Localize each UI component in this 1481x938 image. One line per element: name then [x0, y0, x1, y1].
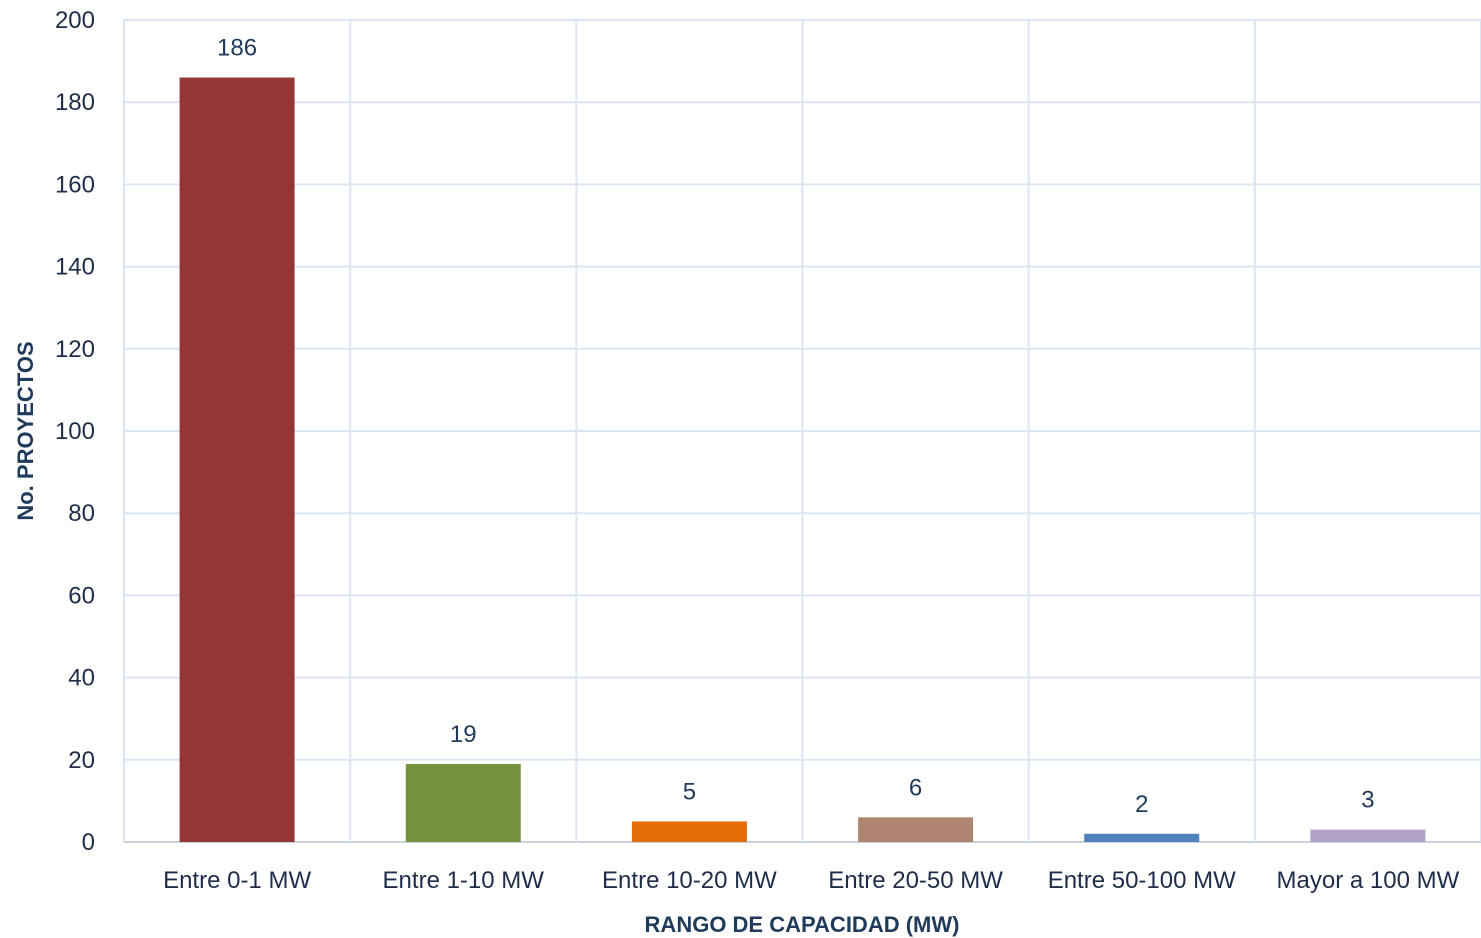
bar — [405, 763, 521, 842]
y-tick-label: 200 — [55, 7, 95, 34]
bar — [631, 821, 747, 842]
grid-lines — [123, 19, 1481, 843]
y-axis-ticks: 0 20 40 60 80 100 120 140 160 180 200 — [55, 7, 95, 856]
bar — [1084, 833, 1200, 842]
x-tick-label: Entre 1-10 MW — [383, 867, 545, 894]
x-tick-label: Entre 10-20 MW — [602, 867, 777, 894]
data-label: 5 — [683, 778, 696, 805]
data-label: 6 — [909, 774, 922, 801]
data-label: 2 — [1135, 791, 1148, 818]
y-tick-label: 0 — [82, 829, 95, 856]
x-tick-label: Entre 0-1 MW — [163, 867, 311, 894]
x-tick-label: Entre 50-100 MW — [1048, 867, 1236, 894]
y-tick-label: 80 — [68, 500, 95, 527]
bar — [1310, 829, 1426, 842]
bars — [179, 77, 1426, 843]
y-tick-label: 40 — [68, 665, 95, 692]
x-axis-title: RANGO DE CAPACIDAD (MW) — [645, 912, 960, 937]
y-tick-label: 100 — [55, 418, 95, 445]
y-tick-label: 180 — [55, 89, 95, 116]
data-label: 3 — [1361, 787, 1374, 814]
data-labels: 186 19 5 6 2 3 — [217, 35, 1375, 818]
y-tick-label: 20 — [68, 747, 95, 774]
y-tick-label: 60 — [68, 582, 95, 609]
y-tick-label: 140 — [55, 254, 95, 281]
x-axis-ticks: Entre 0-1 MW Entre 1-10 MW Entre 10-20 MW E… — [163, 867, 1460, 894]
data-label: 19 — [450, 721, 477, 748]
x-tick-label: Mayor a 100 MW — [1277, 867, 1460, 894]
bar — [858, 817, 974, 842]
x-tick-label: Entre 20-50 MW — [828, 867, 1003, 894]
data-label: 186 — [217, 35, 257, 62]
y-tick-label: 120 — [55, 336, 95, 363]
y-axis-title: No. PROYECTOS — [13, 341, 38, 520]
bar — [179, 77, 295, 843]
y-tick-label: 160 — [55, 171, 95, 198]
